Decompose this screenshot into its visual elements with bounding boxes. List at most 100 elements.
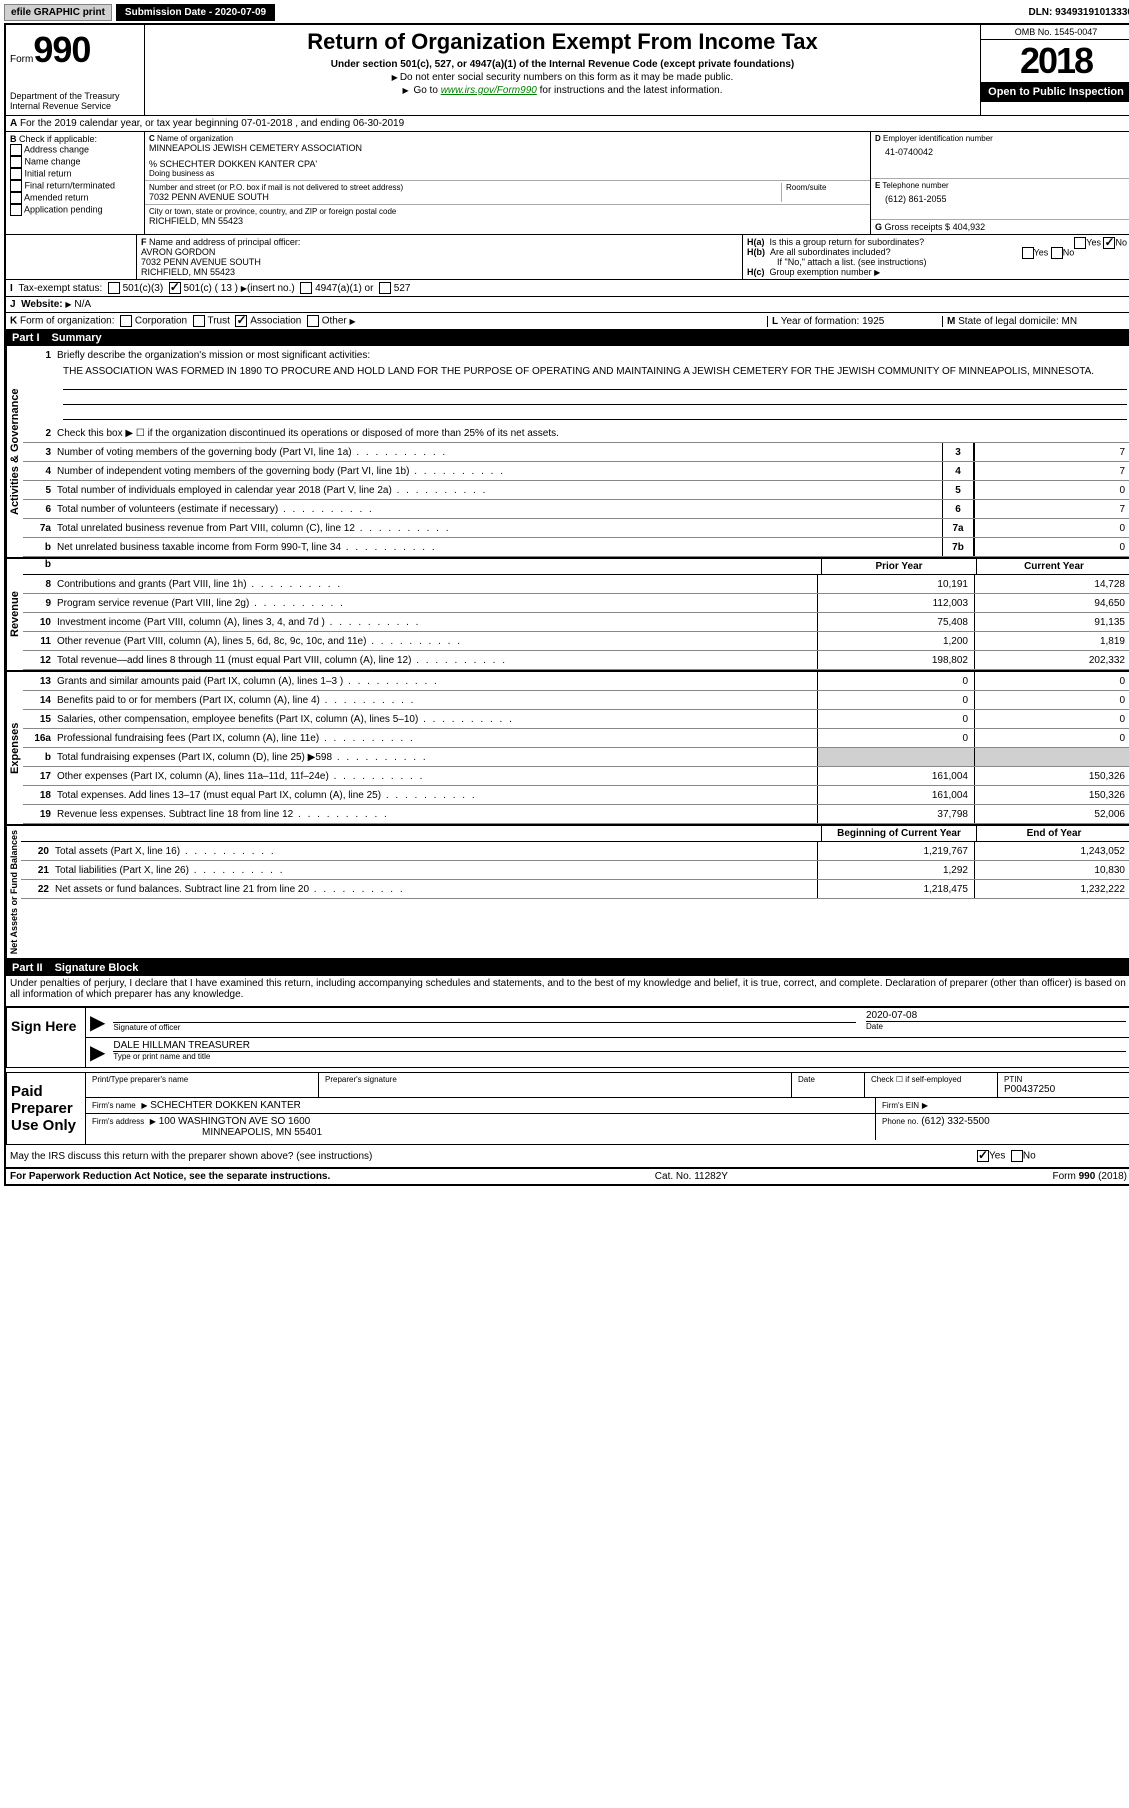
efile-button[interactable]: efile GRAPHIC print xyxy=(4,4,112,21)
section-b-thru-g: B Check if applicable: Address change Na… xyxy=(6,132,1129,235)
check-pending[interactable] xyxy=(10,204,22,216)
paperwork-notice: For Paperwork Reduction Act Notice, see … xyxy=(10,1171,330,1182)
officer-name-title: DALE HILLMAN TREASURER xyxy=(113,1040,1126,1051)
ein: 41-0740042 xyxy=(875,147,1127,157)
form-header: Form990 Department of the Treasury Inter… xyxy=(6,25,1129,116)
expenses-section: Expenses 13Grants and similar amounts pa… xyxy=(6,672,1129,826)
ha-no[interactable] xyxy=(1103,237,1115,249)
sign-here-table: Sign Here ▶ Signature of officer 2020-07… xyxy=(6,1006,1129,1068)
vert-netassets: Net Assets or Fund Balances xyxy=(6,826,21,958)
omb-number: OMB No. 1545-0047 xyxy=(981,25,1129,40)
summary-line: 8Contributions and grants (Part VIII, li… xyxy=(23,575,1129,594)
row-i-tax-status: I Tax-exempt status: 501(c)(3) 501(c) ( … xyxy=(6,280,1129,297)
discuss-yes[interactable] xyxy=(977,1150,989,1162)
check-assoc[interactable] xyxy=(235,315,247,327)
dept-label: Department of the Treasury Internal Reve… xyxy=(10,91,140,111)
officer-name: AVRON GORDON xyxy=(141,247,215,257)
summary-line: 14Benefits paid to or for members (Part … xyxy=(23,691,1129,710)
sig-arrow-icon-2: ▶ xyxy=(90,1040,105,1065)
sig-arrow-icon: ▶ xyxy=(90,1010,105,1035)
vert-revenue: Revenue xyxy=(6,559,23,670)
firm-name: SCHECHTER DOKKEN KANTER xyxy=(150,1100,301,1111)
telephone: (612) 861-2055 xyxy=(875,194,1127,204)
tax-year: 2018 xyxy=(981,40,1129,82)
discuss-row: May the IRS discuss this return with the… xyxy=(6,1145,1129,1168)
summary-line: bNet unrelated business taxable income f… xyxy=(23,538,1129,557)
city-state-zip: RICHFIELD, MN 55423 xyxy=(149,216,866,226)
care-of: % SCHECHTER DOKKEN KANTER CPA' xyxy=(149,159,866,169)
submission-date-button[interactable]: Submission Date - 2020-07-09 xyxy=(116,4,275,21)
row-f-h: F Name and address of principal officer:… xyxy=(6,235,1129,280)
part2-header: Part IISignature Block xyxy=(6,960,1129,976)
note-link: Go to www.irs.gov/Form990 for instructio… xyxy=(149,85,976,96)
check-name-change[interactable] xyxy=(10,156,22,168)
revenue-col-header: b Prior Year Current Year xyxy=(23,559,1129,575)
irs-link[interactable]: www.irs.gov/Form990 xyxy=(441,85,537,96)
col-c-org-info: C Name of organization MINNEAPOLIS JEWIS… xyxy=(145,132,871,234)
check-corp[interactable] xyxy=(120,315,132,327)
check-4947[interactable] xyxy=(300,282,312,294)
row-j-website: J Website: N/A xyxy=(6,297,1129,313)
form-title: Return of Organization Exempt From Incom… xyxy=(149,29,976,55)
hb-no[interactable] xyxy=(1051,247,1063,259)
check-trust[interactable] xyxy=(193,315,205,327)
website-val: N/A xyxy=(74,299,91,310)
check-501c3[interactable] xyxy=(108,282,120,294)
year-formation: 1925 xyxy=(862,316,884,327)
summary-line: 7aTotal unrelated business revenue from … xyxy=(23,519,1129,538)
top-toolbar: efile GRAPHIC print Submission Date - 20… xyxy=(4,4,1129,21)
part1-header: Part ISummary xyxy=(6,330,1129,346)
cat-no: Cat. No. 11282Y xyxy=(655,1171,728,1182)
governance-section: Activities & Governance 1 Briefly descri… xyxy=(6,346,1129,559)
form-container: Form990 Department of the Treasury Inter… xyxy=(4,23,1129,1186)
title-box: Return of Organization Exempt From Incom… xyxy=(145,25,980,115)
summary-line: 20Total assets (Part X, line 16)1,219,76… xyxy=(21,842,1129,861)
summary-line: 22Net assets or fund balances. Subtract … xyxy=(21,880,1129,899)
org-name: MINNEAPOLIS JEWISH CEMETERY ASSOCIATION xyxy=(149,143,866,153)
vert-governance: Activities & Governance xyxy=(6,346,23,557)
hb-yes[interactable] xyxy=(1022,247,1034,259)
netassets-section: Net Assets or Fund Balances Beginning of… xyxy=(6,826,1129,960)
summary-line: 11Other revenue (Part VIII, column (A), … xyxy=(23,632,1129,651)
officer-address: 7032 PENN AVENUE SOUTH RICHFIELD, MN 554… xyxy=(141,257,261,277)
col-b-checkboxes: B Check if applicable: Address change Na… xyxy=(6,132,145,234)
summary-line: 12Total revenue—add lines 8 through 11 (… xyxy=(23,651,1129,670)
summary-line: 13Grants and similar amounts paid (Part … xyxy=(23,672,1129,691)
row-a-tax-year: A For the 2019 calendar year, or tax yea… xyxy=(6,116,1129,132)
check-527[interactable] xyxy=(379,282,391,294)
check-other[interactable] xyxy=(307,315,319,327)
check-amended[interactable] xyxy=(10,192,22,204)
summary-line: bTotal fundraising expenses (Part IX, co… xyxy=(23,748,1129,767)
check-address-change[interactable] xyxy=(10,144,22,156)
open-public-label: Open to Public Inspection xyxy=(981,82,1129,102)
summary-line: 6Total number of volunteers (estimate if… xyxy=(23,500,1129,519)
note-ssn: Do not enter social security numbers on … xyxy=(149,72,976,83)
firm-address: 100 WASHINGTON AVE SO 1600 xyxy=(159,1116,311,1127)
check-initial-return[interactable] xyxy=(10,168,22,180)
summary-line: 15Salaries, other compensation, employee… xyxy=(23,710,1129,729)
col-d-e-g: D Employer identification number 41-0740… xyxy=(871,132,1129,234)
sig-date: 2020-07-08 xyxy=(866,1010,1126,1021)
revenue-section: Revenue b Prior Year Current Year 8Contr… xyxy=(6,559,1129,672)
netassets-col-header: Beginning of Current Year End of Year xyxy=(21,826,1129,842)
summary-line: 17Other expenses (Part IX, column (A), l… xyxy=(23,767,1129,786)
form-number-box: Form990 Department of the Treasury Inter… xyxy=(6,25,145,115)
summary-line: 3Number of voting members of the governi… xyxy=(23,443,1129,462)
summary-line: 19Revenue less expenses. Subtract line 1… xyxy=(23,805,1129,824)
state-domicile: MN xyxy=(1062,316,1078,327)
ptin-val: P00437250 xyxy=(1004,1084,1124,1095)
ha-yes[interactable] xyxy=(1074,237,1086,249)
gross-receipts: 404,932 xyxy=(953,222,986,232)
check-final-return[interactable] xyxy=(10,180,22,192)
firm-phone: (612) 332-5500 xyxy=(921,1116,989,1127)
form-footer: Form 990 (2018) xyxy=(1053,1171,1127,1182)
year-box: OMB No. 1545-0047 2018 Open to Public In… xyxy=(980,25,1129,115)
summary-line: 9Program service revenue (Part VIII, lin… xyxy=(23,594,1129,613)
declaration-text: Under penalties of perjury, I declare th… xyxy=(6,976,1129,1002)
discuss-no[interactable] xyxy=(1011,1150,1023,1162)
paid-preparer-label: Paid Preparer Use Only xyxy=(7,1073,86,1144)
dln-label: DLN: 93493191013330 xyxy=(1028,7,1129,18)
summary-line: 5Total number of individuals employed in… xyxy=(23,481,1129,500)
firm-city: MINNEAPOLIS, MN 55401 xyxy=(92,1127,322,1138)
check-501c[interactable] xyxy=(169,282,181,294)
